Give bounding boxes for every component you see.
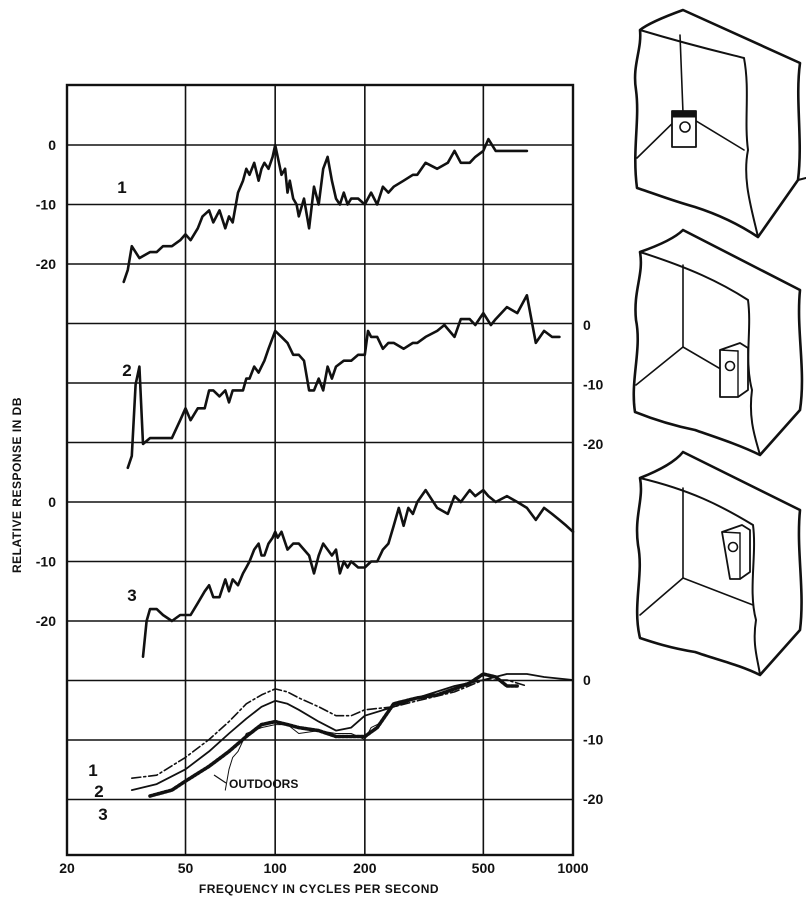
x-tick-label: 500 [472, 860, 496, 876]
enclosure-illustration-wall-low [635, 450, 803, 677]
series-line-panel-4-1 [131, 679, 528, 780]
x-tick-label: 100 [263, 860, 287, 876]
chart-tick-labels: 20 50 100 200 500 1000 0 -10 -20 0 -10 -20 0 -10 -20 0 -… [36, 137, 604, 876]
curve-label-panel-2: 2 [122, 361, 131, 380]
y-tick-label: -20 [36, 256, 56, 272]
y-tick-label: -10 [583, 377, 603, 393]
y-tick-label: 0 [48, 494, 56, 510]
x-tick-label: 1000 [557, 860, 588, 876]
y-tick-label: -20 [583, 436, 603, 452]
enclosure-illustration-wall-mid [632, 228, 804, 457]
series-line-panel-4-4 [224, 721, 384, 791]
plot-frame [65, 83, 575, 857]
outdoors-leader-line [213, 774, 227, 784]
comparison-series-label-2: 2 [94, 782, 103, 801]
y-tick-label: 0 [48, 137, 56, 153]
outdoors-annotation: OUTDOORS [229, 777, 298, 791]
comparison-series-label-3: 3 [98, 805, 107, 824]
y-tick-label: 0 [583, 317, 591, 333]
series-line-panel-2-1 [126, 293, 561, 470]
curve-label-panel-3: 3 [127, 586, 136, 605]
chart-curve-labels: 1 2 3 1 2 3 OUTDOORS [88, 178, 298, 824]
comparison-series-label-1: 1 [88, 761, 97, 780]
series-line-panel-4-3 [148, 672, 520, 798]
x-tick-label: 50 [178, 860, 194, 876]
x-axis-label: FREQUENCY IN CYCLES PER SECOND [199, 882, 439, 896]
y-tick-label: -10 [36, 197, 56, 213]
y-tick-label: -20 [36, 613, 56, 629]
y-axis-label: RELATIVE RESPONSE IN DB [10, 397, 24, 573]
y-tick-label: 0 [583, 672, 591, 688]
series-line-panel-1-1 [122, 137, 529, 284]
series-line-panel-3-1 [141, 488, 575, 659]
chart-curves [122, 137, 575, 798]
x-tick-label: 20 [59, 860, 75, 876]
chart-grid [65, 83, 575, 857]
y-tick-label: -10 [36, 554, 56, 570]
y-tick-label: -20 [583, 791, 603, 807]
x-tick-label: 200 [353, 860, 377, 876]
curve-label-panel-1: 1 [117, 178, 126, 197]
y-tick-label: -10 [583, 732, 603, 748]
enclosure-illustration-corner-high [633, 8, 806, 239]
